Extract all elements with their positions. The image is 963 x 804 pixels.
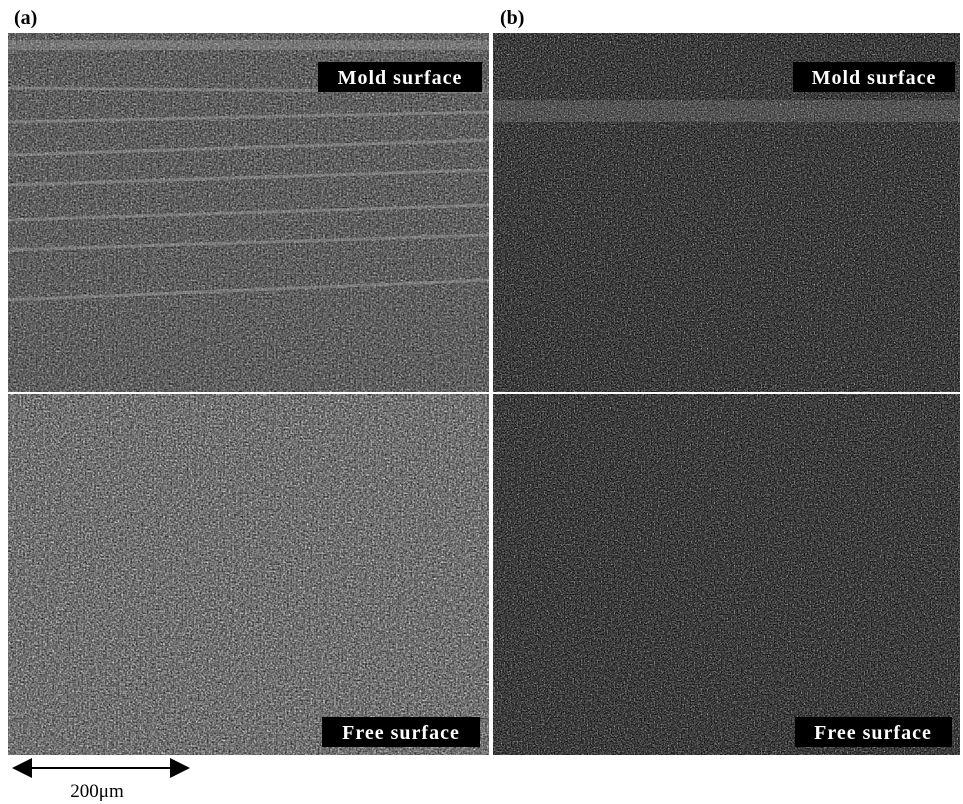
micrograph: Mold surface xyxy=(493,33,960,392)
micrograph: Mold surface xyxy=(7,33,490,392)
caption: Mold surface xyxy=(812,67,937,89)
caption-box xyxy=(793,62,955,92)
panel-label: (a) xyxy=(14,7,37,29)
caption: Mold surface xyxy=(338,67,463,89)
caption-box xyxy=(795,717,952,747)
micrograph: Free surface xyxy=(8,394,489,755)
caption: Free surface xyxy=(814,722,932,744)
caption-box xyxy=(318,62,482,92)
caption: Free surface xyxy=(342,722,460,744)
caption-box xyxy=(322,717,480,747)
panel-label: (b) xyxy=(500,7,524,29)
scale-label: 200μm xyxy=(70,781,124,802)
micrograph: Free surface xyxy=(493,394,960,755)
